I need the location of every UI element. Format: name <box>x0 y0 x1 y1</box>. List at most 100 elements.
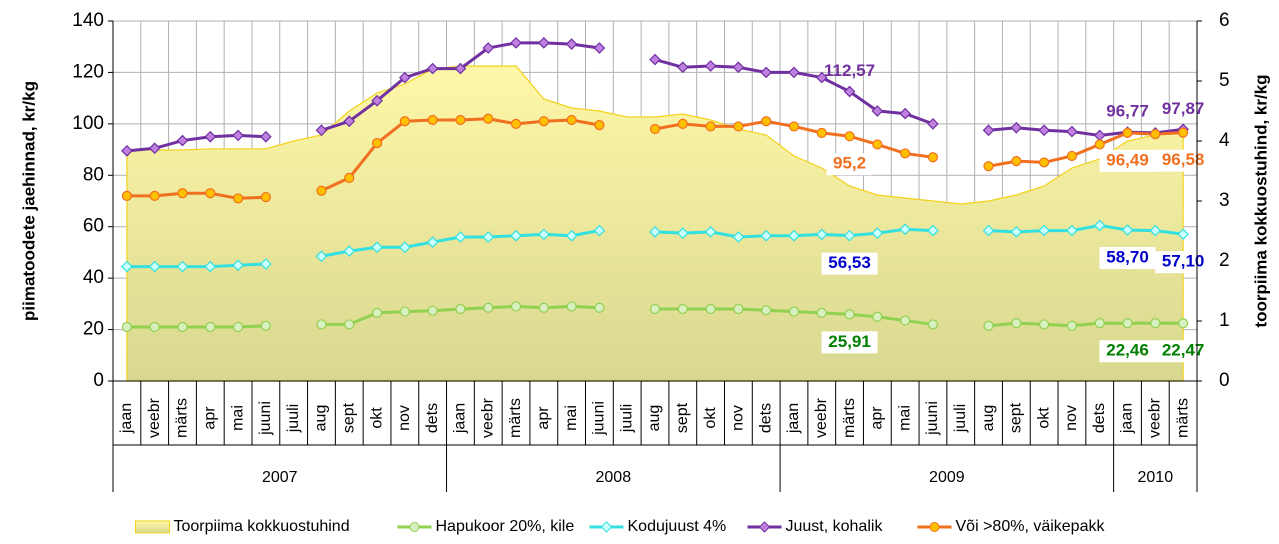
marker <box>761 116 772 127</box>
marker <box>454 231 467 243</box>
marker <box>427 114 438 126</box>
data-label: 112,57 <box>824 61 875 80</box>
x-tick-label: mai <box>896 405 913 431</box>
marker <box>510 301 522 312</box>
marker <box>205 321 216 333</box>
marker <box>843 85 856 98</box>
marker <box>594 302 605 313</box>
data-label: 57,10 <box>1162 252 1205 271</box>
marker <box>815 228 828 241</box>
marker <box>565 38 578 50</box>
marker <box>733 303 744 315</box>
marker <box>1066 320 1078 331</box>
marker <box>705 121 716 132</box>
marker <box>927 152 939 163</box>
marker <box>649 123 661 135</box>
marker <box>760 66 773 79</box>
legend-marker <box>409 522 420 532</box>
marker <box>676 227 689 239</box>
data-label: 56,53 <box>828 253 871 272</box>
marker <box>1094 318 1105 329</box>
marker <box>204 130 217 143</box>
data-label: 22,47 <box>1162 341 1205 360</box>
marker <box>816 307 827 318</box>
marker <box>677 303 688 315</box>
marker <box>538 116 549 127</box>
marker <box>1149 224 1162 237</box>
x-tick-label: juuni <box>591 401 608 436</box>
x-tick-label: juuli <box>952 404 969 433</box>
marker <box>1011 156 1022 167</box>
marker <box>1178 127 1189 138</box>
marker <box>537 37 550 49</box>
y2-tick-label: 6 <box>1219 10 1230 31</box>
marker <box>1122 127 1133 138</box>
marker <box>176 134 189 147</box>
x-tick-label: märts <box>841 398 858 438</box>
x-tick-label: juuni <box>924 401 941 436</box>
marker <box>315 124 328 137</box>
marker <box>593 42 606 54</box>
marker <box>788 66 800 79</box>
marker <box>1038 224 1050 237</box>
marker <box>149 190 160 201</box>
marker <box>983 161 994 172</box>
marker <box>205 188 216 199</box>
legend-label: Juust, kohalik <box>786 518 884 535</box>
marker <box>399 116 410 127</box>
marker <box>455 303 466 315</box>
marker <box>343 245 356 257</box>
marker <box>900 315 911 326</box>
marker <box>788 229 800 242</box>
marker <box>1039 157 1050 168</box>
marker <box>732 231 745 243</box>
marker <box>427 305 438 316</box>
legend-marker <box>758 521 771 533</box>
marker <box>704 60 717 72</box>
marker <box>260 192 271 203</box>
data-label: 96,49 <box>1106 150 1149 169</box>
marker <box>649 303 661 315</box>
marker <box>927 118 939 130</box>
x-tick-label: nov <box>730 405 747 431</box>
marker <box>872 311 883 322</box>
marker <box>927 224 939 237</box>
x-tick-label: veebr <box>479 397 496 438</box>
marker <box>594 120 605 131</box>
y-tick-label: 0 <box>93 370 104 391</box>
group-label: 2007 <box>262 469 298 486</box>
marker <box>1150 129 1161 140</box>
marker <box>482 42 495 54</box>
marker <box>871 105 884 117</box>
marker <box>537 228 550 241</box>
marker <box>455 114 466 126</box>
marker <box>1066 125 1078 138</box>
x-tick-label: jaan <box>1119 403 1136 434</box>
marker <box>371 138 383 149</box>
marker <box>315 250 328 263</box>
marker <box>1011 318 1022 329</box>
marker <box>177 188 188 199</box>
marker <box>148 142 161 155</box>
legend-swatch <box>135 520 170 534</box>
data-label-bg <box>1099 247 1156 270</box>
marker <box>121 145 133 157</box>
y-tick-label: 100 <box>72 113 104 134</box>
legend-label: Toorpiima kokkuostuhind <box>174 518 350 535</box>
marker <box>426 62 439 75</box>
marker <box>1066 224 1078 237</box>
marker <box>510 229 522 242</box>
y-axis-title: piimatoodete jaehinnad, kr/kg <box>19 81 38 321</box>
y-tick-label: 60 <box>83 216 104 237</box>
marker <box>1093 129 1106 142</box>
x-tick-label: aug <box>313 405 330 432</box>
marker <box>260 130 272 143</box>
marker <box>483 113 494 124</box>
marker <box>371 94 383 107</box>
marker <box>733 121 744 132</box>
marker <box>343 115 356 128</box>
data-label: 96,58 <box>1162 150 1205 169</box>
y2-axis-title: toorpiima kokkuostuhind, kr/kg <box>1251 74 1270 327</box>
marker <box>398 71 411 84</box>
